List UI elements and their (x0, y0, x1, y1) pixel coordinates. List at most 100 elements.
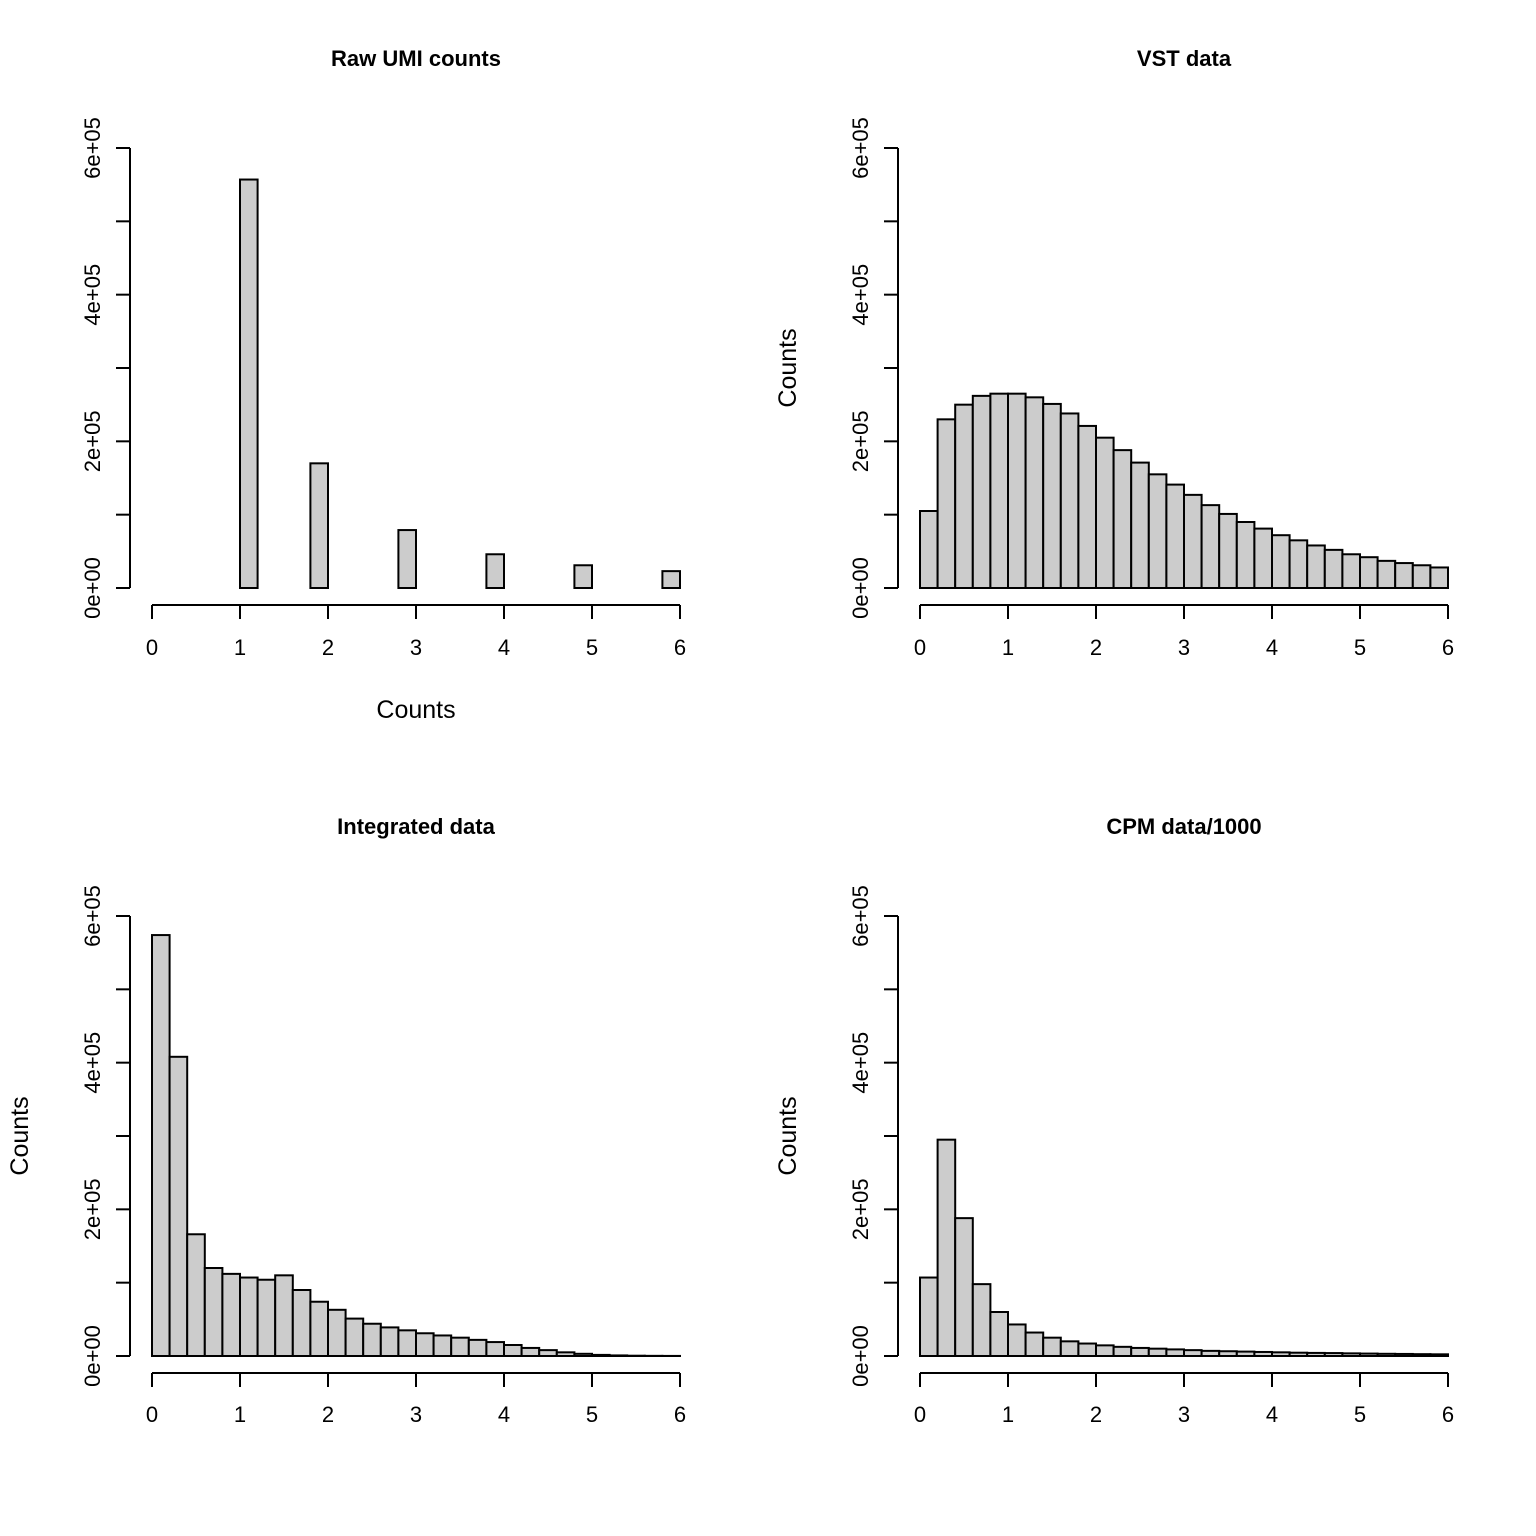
x-tick-label: 0 (914, 635, 926, 660)
histogram-bar (239, 1276, 259, 1357)
histogram-bar (1271, 1351, 1291, 1358)
histogram-bar (919, 1276, 939, 1357)
histogram-bar (432, 1334, 453, 1358)
histogram-bar (1429, 1353, 1450, 1358)
histogram-bar (1007, 392, 1027, 589)
histogram-bar (397, 529, 417, 589)
histogram-bar (1271, 534, 1291, 590)
histogram-bar (1059, 1340, 1080, 1358)
histogram-bar (1394, 1352, 1414, 1357)
x-tick-label: 1 (234, 1402, 246, 1427)
histogram-bar (203, 1267, 224, 1357)
histogram-bar (954, 403, 974, 589)
histogram-bar (415, 1332, 435, 1358)
histogram-bar (327, 1308, 347, 1358)
histogram-bar (989, 392, 1010, 589)
histogram-bar (1130, 1346, 1150, 1358)
histogram-bar (1323, 1352, 1344, 1357)
histogram-bar (1359, 1352, 1379, 1357)
histogram-bar (919, 510, 939, 589)
histogram-bar (1235, 1350, 1256, 1357)
y-axis-label: Counts (774, 328, 802, 407)
histogram-bar (450, 1336, 470, 1357)
histogram-bar (936, 1138, 957, 1357)
histogram-bar (1341, 553, 1362, 589)
histogram-bar (1200, 504, 1221, 589)
y-tick-label: 0e+00 (848, 1325, 873, 1387)
x-tick-label: 6 (1442, 1402, 1454, 1427)
x-tick-label: 4 (498, 1402, 510, 1427)
histogram-bar (1376, 559, 1397, 589)
y-tick-label: 6e+05 (848, 885, 873, 947)
histogram-bar (503, 1344, 523, 1357)
histogram-bar (1253, 527, 1274, 589)
x-tick-label: 4 (1266, 1402, 1278, 1427)
histogram-bar (1323, 548, 1344, 589)
x-tick-label: 3 (410, 1402, 422, 1427)
histogram-bar (1147, 473, 1168, 590)
x-tick-label: 5 (586, 635, 598, 660)
x-tick-label: 5 (1354, 1402, 1366, 1427)
y-tick-label: 4e+05 (80, 264, 105, 326)
x-tick-label: 5 (586, 1402, 598, 1427)
histogram-bar (239, 178, 259, 590)
chart-title: Integrated data (337, 814, 495, 839)
y-tick-label: 0e+00 (848, 557, 873, 619)
y-tick-label: 2e+05 (80, 1178, 105, 1240)
histogram-bar (971, 1283, 992, 1357)
histogram-bar (1059, 412, 1080, 590)
x-tick-label: 2 (1090, 1402, 1102, 1427)
x-tick-label: 6 (1442, 635, 1454, 660)
panel-cpm-data: CPM data/1000 0 1 2 3 4 5 6 0e+00 2e+05 4e+05 6e+05… (774, 814, 1454, 1427)
chart-title: CPM data/1000 (1106, 814, 1261, 839)
histogram-bar (661, 570, 682, 590)
histogram-bar (309, 462, 329, 590)
histogram-bar (1024, 396, 1045, 590)
x-tick-label: 6 (674, 635, 686, 660)
y-tick-label: 0e+00 (80, 1325, 105, 1387)
histogram-bar (309, 1300, 329, 1357)
x-tick-label: 1 (234, 635, 246, 660)
x-tick-label: 2 (322, 1402, 334, 1427)
histogram-bar (344, 1317, 365, 1357)
x-tick-label: 1 (1002, 635, 1014, 660)
histogram-bar (1130, 461, 1150, 590)
histogram-bar (485, 1341, 505, 1357)
histogram-bar (1007, 1323, 1027, 1358)
y-tick-label: 6e+05 (848, 117, 873, 179)
histogram-bar (1288, 1351, 1309, 1357)
y-axis-label: Counts (774, 1096, 802, 1175)
histogram-bar (1218, 512, 1238, 590)
y-tick-label: 6e+05 (80, 117, 105, 179)
x-tick-label: 3 (1178, 1402, 1190, 1427)
histogram-bar (954, 1217, 974, 1357)
histogram-bar (1183, 493, 1203, 589)
y-tick-label: 4e+05 (848, 264, 873, 326)
histogram-bar (971, 394, 992, 589)
histogram-bar (573, 564, 594, 589)
histogram-bar (485, 553, 505, 589)
histogram-bar (1024, 1331, 1045, 1357)
histogram-bar (274, 1274, 294, 1358)
histogram-bar (1306, 1351, 1326, 1358)
histogram-bar (151, 934, 171, 1357)
histogram-bar (555, 1351, 576, 1358)
histogram-bar (1411, 564, 1432, 589)
histogram-bar (1042, 1336, 1062, 1357)
x-tick-label: 0 (146, 1402, 158, 1427)
x-tick-label: 0 (146, 635, 158, 660)
panel-vst-data: VST data 0 1 2 3 4 5 6 0e+00 2e+05 4e+05 6e+05 Count… (774, 46, 1454, 660)
x-tick-label: 6 (674, 1402, 686, 1427)
histogram-bar (256, 1278, 277, 1357)
chart-title: VST data (1137, 46, 1232, 71)
histogram-bar (1095, 1344, 1115, 1358)
histogram-bar (1218, 1350, 1238, 1357)
y-tick-label: 6e+05 (80, 885, 105, 947)
histogram-bar (1341, 1352, 1362, 1357)
histogram-bar (1112, 449, 1133, 589)
histogram-bar (1165, 483, 1186, 590)
histogram-bar (186, 1233, 206, 1358)
histogram-bar (221, 1272, 241, 1358)
histogram-bar (1359, 556, 1379, 590)
